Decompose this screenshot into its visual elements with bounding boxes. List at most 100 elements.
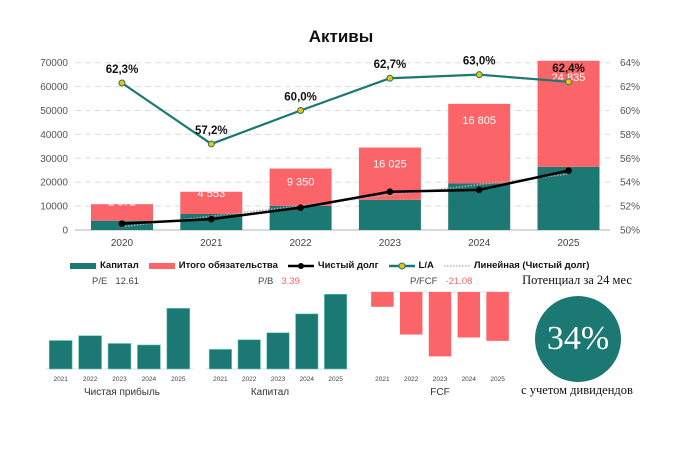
small-bar	[399, 292, 423, 335]
y2-tick-label: 50%	[620, 226, 640, 237]
potential-title: Потенциал за 24 мес	[522, 273, 632, 287]
potential-circle: 34%	[535, 296, 621, 382]
small-bar	[428, 292, 452, 357]
small-x-label: 2022	[83, 376, 98, 383]
small-x-label: 2021	[213, 376, 228, 383]
y2-tick-label: 64%	[620, 58, 640, 69]
small-bar	[137, 344, 161, 370]
small-x-label: 2025	[328, 376, 343, 383]
small-x-label: 2023	[271, 376, 286, 383]
small-x-label: 2025	[490, 376, 505, 383]
small-bar	[486, 292, 509, 341]
x-tick-label: 2025	[557, 238, 580, 249]
small-bar	[371, 292, 394, 307]
pe-label: P/E	[92, 276, 108, 287]
la-label: 63,0%	[463, 56, 496, 68]
pb-ratio: P/B 3.39	[258, 276, 300, 287]
net-debt-label: 16 805	[462, 115, 496, 127]
net-debt-point	[386, 188, 394, 196]
x-tick-label: 2020	[111, 238, 134, 249]
small-x-label: 2023	[433, 376, 448, 383]
pfcf-label: P/FCF	[410, 276, 438, 287]
la-label: 62,4%	[552, 63, 585, 75]
y2-tick-label: 58%	[620, 130, 640, 141]
chart-legend: Капитал Итого обязательства Чистый долг …	[70, 260, 589, 271]
pe-ratio: P/E 12.61	[92, 276, 139, 287]
small-x-label: 2022	[242, 376, 257, 383]
net-profit-title: Чистая прибыль	[84, 387, 160, 398]
small-bar	[48, 340, 73, 370]
x-tick-label: 2021	[200, 238, 223, 249]
net-debt-point	[208, 215, 215, 223]
pb-value: 3.39	[281, 276, 300, 287]
la-label: 57,2%	[195, 125, 228, 137]
small-bar	[324, 293, 348, 370]
small-bar	[107, 343, 132, 370]
legend-label: Чистый долг	[317, 260, 379, 271]
pb-label: P/B	[258, 276, 274, 287]
legend-la: L/A	[388, 260, 434, 271]
net-debt-point	[118, 220, 126, 227]
bar-liabilities	[180, 191, 243, 214]
small-x-label: 2022	[404, 376, 419, 383]
pfcf-ratio: P/FCF -21.08	[410, 276, 472, 287]
small-bar	[208, 349, 232, 370]
la-label: 62,7%	[374, 59, 407, 71]
legend-label: Капитал	[100, 260, 139, 271]
small-bar	[78, 335, 102, 370]
y-tick-label: 20000	[40, 178, 68, 189]
y2-tick-label: 62%	[620, 82, 640, 93]
bar-liabilities	[448, 103, 511, 184]
y-tick-label: 50000	[40, 106, 68, 117]
potential-note: с учетом дивидендов	[521, 383, 633, 397]
la-point	[386, 74, 394, 82]
net-debt-label: 16 025	[373, 159, 407, 171]
y2-tick-label: 60%	[620, 106, 640, 117]
la-point	[297, 107, 305, 114]
net-debt-label: 4 553	[198, 188, 226, 200]
fcf-title: FCF	[430, 387, 450, 398]
legend-label: L/A	[418, 260, 434, 271]
bar-liabilities	[91, 204, 153, 221]
small-x-label: 2021	[53, 376, 68, 383]
y-tick-label: 70000	[40, 58, 68, 69]
y2-tick-label: 54%	[620, 178, 640, 189]
small-bar	[166, 308, 191, 370]
net-debt-point	[565, 167, 572, 174]
la-point	[207, 140, 215, 148]
net-debt-point	[475, 186, 483, 194]
x-tick-label: 2022	[289, 238, 312, 249]
y-tick-label: 0	[62, 226, 68, 237]
small-x-label: 2024	[462, 376, 477, 383]
small-x-label: 2024	[300, 376, 315, 383]
y-tick-label: 10000	[40, 202, 68, 213]
la-point	[565, 78, 572, 86]
small-x-label: 2023	[112, 376, 127, 383]
small-x-label: 2025	[171, 376, 186, 383]
la-point	[118, 79, 126, 87]
pfcf-value: -21.08	[445, 276, 473, 287]
legend-trendline: Линейная (Чистый долг)	[443, 260, 590, 271]
legend-net-debt: Чистый долг	[287, 260, 379, 271]
small-x-label: 2024	[142, 376, 157, 383]
small-bar	[266, 332, 290, 370]
pe-value: 12.61	[115, 276, 140, 287]
net-debt-label: 2 672	[108, 197, 136, 209]
legend-capital: Капитал	[70, 260, 139, 271]
small-x-label: 2021	[375, 376, 390, 383]
la-label: 62,3%	[106, 64, 139, 76]
la-point	[475, 71, 483, 79]
net-debt-point	[297, 204, 304, 211]
y2-tick-label: 56%	[620, 154, 640, 165]
bar-capital	[537, 166, 600, 230]
la-line	[121, 73, 569, 146]
net-debt-label: 9 350	[287, 177, 315, 189]
chart-title: Активы	[309, 27, 374, 46]
y-tick-label: 60000	[40, 82, 68, 93]
small-bar	[237, 339, 261, 370]
y2-tick-label: 52%	[620, 202, 640, 213]
legend-label: Итого обязательства	[178, 260, 278, 271]
bar-liabilities	[269, 168, 332, 206]
legend-label: Линейная (Чистый долг)	[473, 260, 590, 271]
